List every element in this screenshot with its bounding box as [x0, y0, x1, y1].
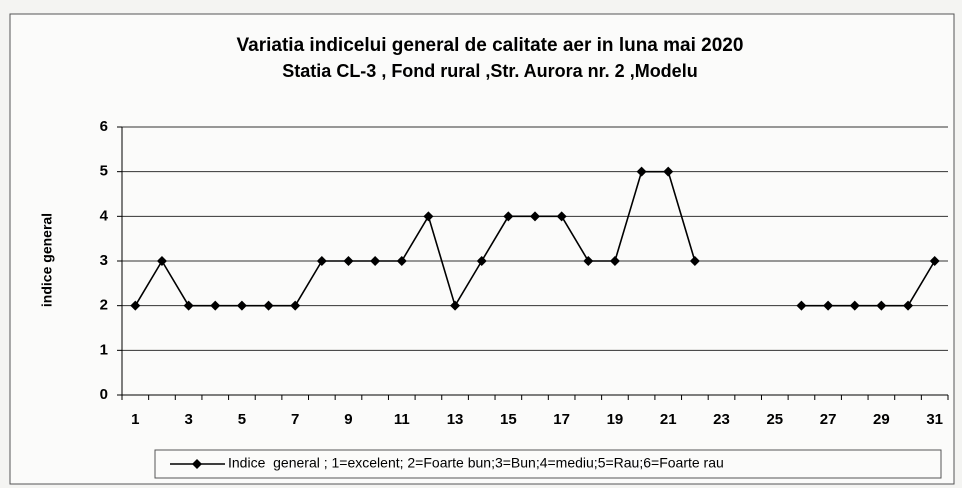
legend-label: Indice general ; 1=excelent; 2=Foarte bu…	[228, 455, 724, 471]
marker	[156, 256, 167, 266]
x-tick-label: 23	[713, 411, 730, 428]
x-tick-label: 31	[926, 411, 943, 428]
marker	[370, 256, 381, 266]
x-tick-label: 17	[553, 411, 570, 428]
marker	[530, 211, 540, 222]
chart-subtitle: Statia CL-3 , Fond rural ,Str. Aurora nr…	[282, 61, 697, 81]
marker	[903, 300, 914, 311]
marker	[503, 211, 514, 222]
marker	[689, 256, 700, 266]
x-tick-label: 3	[184, 411, 192, 428]
marker	[316, 256, 327, 266]
marker	[476, 256, 487, 266]
marker	[183, 300, 194, 311]
x-tick-label: 15	[500, 411, 517, 428]
x-tick-label: 27	[820, 411, 837, 428]
marker	[823, 300, 834, 311]
marker	[290, 300, 301, 311]
marker	[796, 300, 807, 311]
x-tick-label: 1	[131, 411, 139, 428]
y-tick-label: 5	[100, 163, 108, 180]
x-tick-label: 25	[766, 411, 783, 428]
x-tick-label: 21	[660, 411, 677, 428]
legend-box	[154, 449, 942, 479]
marker	[876, 300, 887, 311]
y-tick-label: 2	[100, 297, 108, 314]
legend-marker	[192, 459, 202, 469]
marker	[343, 256, 354, 266]
marker	[663, 166, 674, 177]
marker	[130, 300, 141, 311]
chart-title: Variatia indicelui general de calitate a…	[237, 35, 744, 56]
marker	[583, 256, 594, 266]
y-tick-label: 3	[100, 252, 108, 269]
marker	[849, 300, 860, 311]
x-tick-label: 19	[607, 411, 624, 428]
x-tick-label: 13	[447, 411, 464, 428]
x-tick-label: 7	[291, 411, 299, 428]
y-axis-label: indice general	[39, 213, 55, 307]
marker	[929, 256, 940, 266]
marker	[450, 300, 461, 311]
marker	[396, 256, 407, 266]
x-tick-label: 11	[394, 411, 410, 428]
marker	[636, 166, 647, 177]
y-tick-label: 6	[100, 118, 108, 135]
marker	[556, 211, 567, 222]
x-tick-label: 5	[238, 411, 246, 428]
chart-frame	[9, 13, 955, 485]
marker	[263, 300, 274, 311]
marker	[609, 256, 620, 266]
marker	[423, 211, 434, 222]
y-tick-label: 4	[100, 207, 109, 224]
y-tick-label: 1	[100, 341, 108, 358]
marker	[210, 300, 221, 311]
x-tick-label: 9	[344, 411, 352, 428]
marker	[236, 300, 247, 311]
x-tick-label: 29	[873, 411, 890, 428]
y-tick-label: 0	[100, 386, 108, 403]
